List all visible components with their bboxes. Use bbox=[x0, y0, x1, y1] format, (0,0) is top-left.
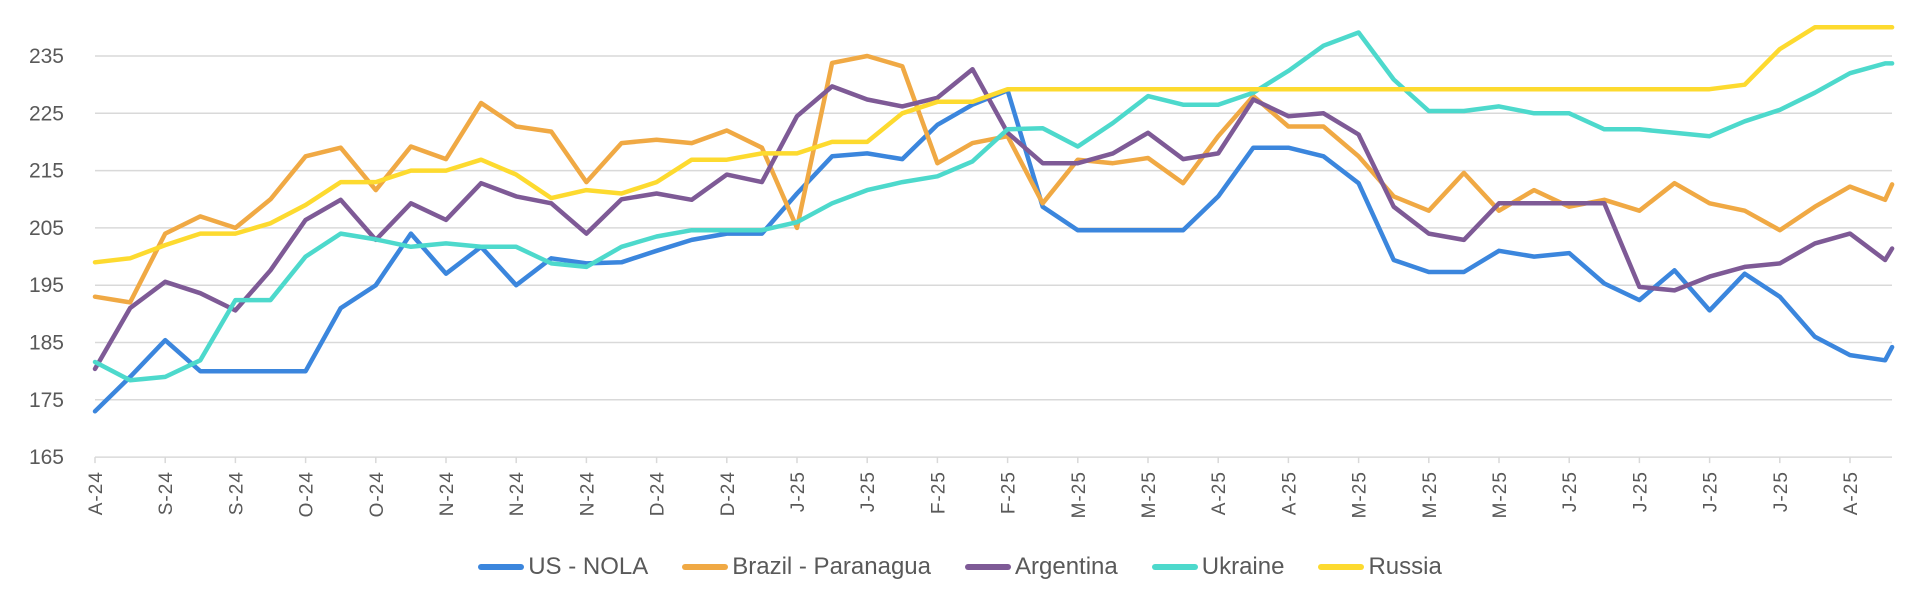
legend-swatch bbox=[1318, 564, 1365, 570]
y-tick-label: 225 bbox=[29, 102, 64, 125]
y-tick-label: 205 bbox=[29, 217, 64, 240]
x-tick-label: S-24 bbox=[226, 471, 247, 515]
gridlines bbox=[95, 55, 1892, 458]
y-tick-label: 195 bbox=[29, 274, 64, 297]
x-tick-label: D-24 bbox=[718, 471, 739, 516]
legend-label: Argentina bbox=[1015, 553, 1118, 580]
x-tick-label: M-25 bbox=[1139, 471, 1160, 518]
series-line-russia bbox=[92, 25, 1895, 265]
x-tick-label: O-24 bbox=[367, 471, 388, 517]
x-tick-label: A-25 bbox=[1279, 471, 1300, 515]
x-tick-label: A-24 bbox=[86, 471, 107, 515]
y-tick-label: 165 bbox=[29, 446, 64, 469]
series-line-ukraine bbox=[92, 30, 1895, 383]
legend-item[interactable]: US - NOLA bbox=[478, 553, 648, 581]
x-tick-label: M-25 bbox=[1420, 471, 1441, 518]
x-tick-label: J-25 bbox=[858, 471, 879, 512]
y-tick-label: 185 bbox=[29, 332, 64, 355]
legend-label: Russia bbox=[1368, 553, 1442, 580]
x-tick-label: M-25 bbox=[1350, 471, 1371, 518]
x-tick-label: M-25 bbox=[1490, 471, 1511, 518]
x-tick-label: J-25 bbox=[1701, 471, 1722, 512]
legend-swatch bbox=[965, 564, 1011, 570]
x-tick-label: J-25 bbox=[1630, 471, 1651, 512]
x-tick-label: F-25 bbox=[928, 471, 949, 514]
x-tick-label: A-25 bbox=[1209, 471, 1230, 515]
series-lines bbox=[92, 25, 1895, 414]
legend-item[interactable]: Russia bbox=[1318, 553, 1442, 581]
y-tick-label: 235 bbox=[29, 45, 64, 68]
legend-swatch bbox=[478, 564, 525, 570]
x-tick-label: N-24 bbox=[437, 471, 458, 516]
legend-item[interactable]: Argentina bbox=[965, 553, 1118, 581]
x-tick-label: N-24 bbox=[507, 471, 528, 516]
legend-label: Brazil - Paranagua bbox=[732, 553, 931, 580]
x-tick-label: N-24 bbox=[577, 471, 598, 516]
x-tick-label: F-25 bbox=[999, 471, 1020, 514]
x-tick-label: O-24 bbox=[297, 471, 318, 517]
x-tick-label: J-25 bbox=[1771, 471, 1792, 512]
y-tick-label: 215 bbox=[29, 160, 64, 183]
x-tick-label: D-24 bbox=[648, 471, 669, 516]
x-tick-label: A-25 bbox=[1841, 471, 1862, 515]
x-tick-label: S-24 bbox=[156, 471, 177, 515]
series-line-brazil-paranagua bbox=[92, 53, 1895, 305]
legend: US - NOLA Brazil - Paranagua Argentina Ukra… bbox=[0, 553, 1920, 581]
legend-label: US - NOLA bbox=[528, 553, 649, 580]
legend-swatch bbox=[682, 564, 729, 570]
x-tick-label: J-25 bbox=[788, 471, 809, 512]
series-line-argentina bbox=[92, 66, 1895, 372]
legend-label: Ukraine bbox=[1201, 553, 1285, 580]
legend-swatch bbox=[1151, 564, 1198, 570]
legend-item[interactable]: Ukraine bbox=[1151, 553, 1285, 581]
y-tick-label: 175 bbox=[29, 389, 64, 412]
x-tick-label: J-25 bbox=[1560, 471, 1581, 512]
x-tick-label: M-25 bbox=[1069, 471, 1090, 518]
x-axis-labels: A-24 S-24 S-24 O-24 O-24 N-24 N-24 N-24 D-24 D-24… bbox=[86, 457, 1862, 518]
legend-item[interactable]: Brazil - Paranagua bbox=[682, 553, 931, 581]
y-axis-labels: 165 175 185 195 205 215 225 235 bbox=[29, 45, 64, 469]
